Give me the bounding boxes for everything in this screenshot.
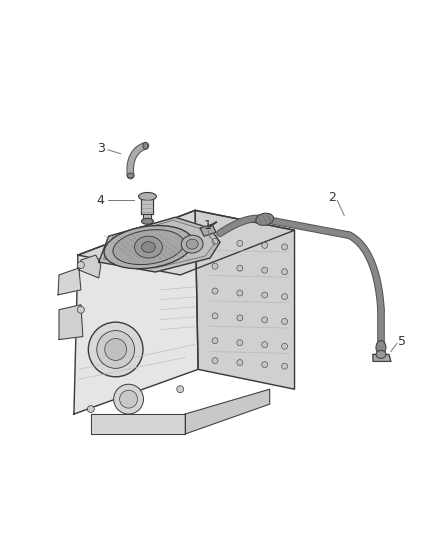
Ellipse shape: [127, 173, 134, 178]
Ellipse shape: [113, 230, 184, 264]
Ellipse shape: [212, 338, 218, 344]
Ellipse shape: [177, 386, 184, 393]
Polygon shape: [141, 197, 153, 214]
Ellipse shape: [262, 317, 268, 323]
Polygon shape: [59, 305, 83, 340]
Ellipse shape: [376, 341, 386, 354]
Ellipse shape: [282, 294, 288, 300]
Polygon shape: [74, 211, 198, 414]
Ellipse shape: [104, 225, 193, 269]
Text: 4: 4: [97, 194, 105, 207]
Ellipse shape: [262, 243, 268, 248]
Ellipse shape: [256, 213, 274, 225]
Ellipse shape: [282, 343, 288, 349]
Ellipse shape: [262, 292, 268, 298]
Text: 1: 1: [204, 219, 212, 232]
Ellipse shape: [88, 322, 143, 377]
Ellipse shape: [237, 290, 243, 296]
Ellipse shape: [181, 235, 203, 253]
Ellipse shape: [120, 390, 138, 408]
Ellipse shape: [376, 351, 386, 358]
Polygon shape: [78, 211, 294, 275]
Ellipse shape: [282, 244, 288, 250]
Ellipse shape: [78, 306, 85, 313]
Text: 2: 2: [328, 191, 336, 204]
Ellipse shape: [282, 319, 288, 325]
Ellipse shape: [262, 361, 268, 368]
Ellipse shape: [237, 240, 243, 246]
Ellipse shape: [282, 269, 288, 274]
Text: 5: 5: [398, 335, 406, 348]
Polygon shape: [91, 414, 185, 434]
Ellipse shape: [237, 360, 243, 366]
Polygon shape: [99, 217, 220, 272]
Polygon shape: [185, 389, 270, 434]
Polygon shape: [79, 255, 101, 278]
Ellipse shape: [212, 313, 218, 319]
Ellipse shape: [141, 241, 155, 253]
Ellipse shape: [262, 342, 268, 348]
Ellipse shape: [186, 239, 198, 249]
Ellipse shape: [237, 340, 243, 346]
Polygon shape: [58, 268, 81, 295]
Polygon shape: [373, 354, 391, 361]
Ellipse shape: [237, 265, 243, 271]
Ellipse shape: [97, 330, 134, 368]
Ellipse shape: [138, 192, 156, 200]
Ellipse shape: [114, 384, 144, 414]
Ellipse shape: [262, 267, 268, 273]
Polygon shape: [200, 224, 216, 236]
Ellipse shape: [282, 363, 288, 369]
Polygon shape: [195, 211, 294, 389]
Ellipse shape: [141, 219, 153, 224]
Text: 3: 3: [97, 142, 105, 155]
Ellipse shape: [143, 142, 148, 149]
Ellipse shape: [212, 288, 218, 294]
Ellipse shape: [78, 262, 85, 269]
Ellipse shape: [87, 406, 94, 413]
Ellipse shape: [237, 315, 243, 321]
Ellipse shape: [212, 263, 218, 269]
Polygon shape: [144, 214, 152, 220]
Ellipse shape: [212, 238, 218, 244]
Ellipse shape: [134, 236, 162, 258]
Ellipse shape: [105, 338, 127, 360]
Ellipse shape: [212, 358, 218, 364]
